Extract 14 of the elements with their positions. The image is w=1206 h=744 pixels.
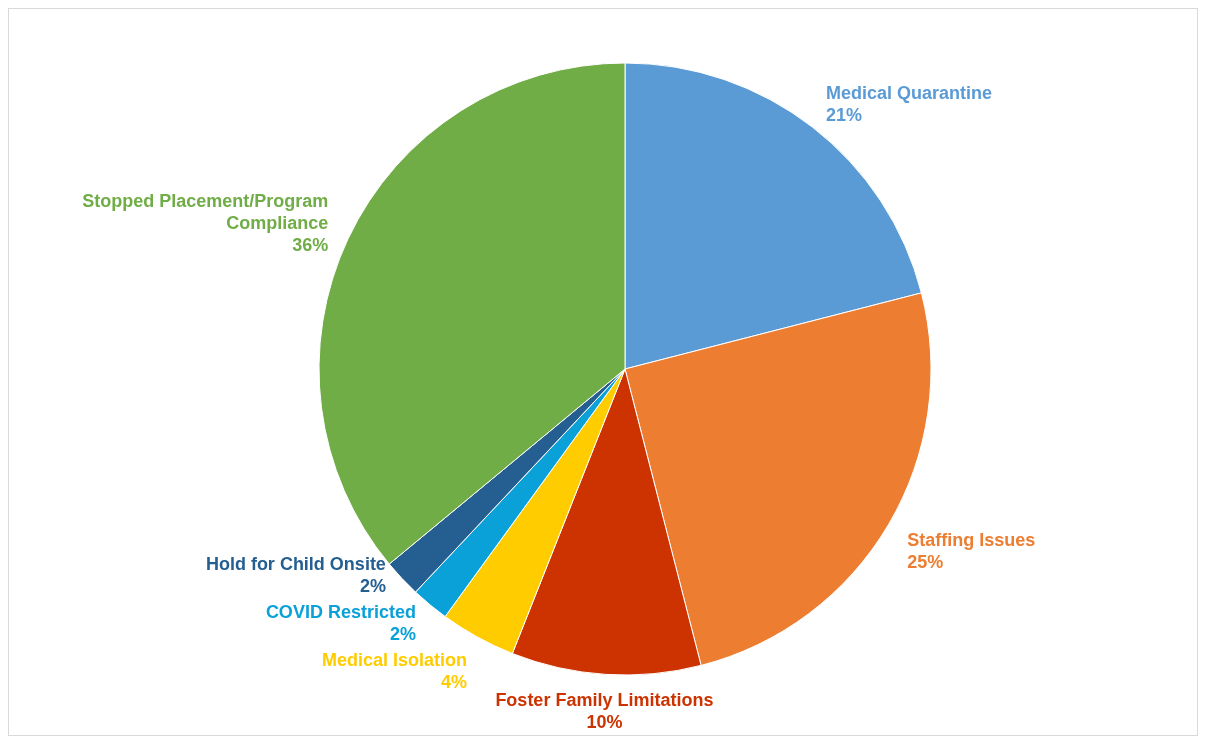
data-label: 2% — [389, 624, 416, 645]
slice-label: Stopped Placement/Program Compliance — [82, 191, 329, 234]
data-label: 10% — [586, 712, 623, 733]
data-label: 21% — [826, 104, 863, 125]
data-label: 4% — [440, 672, 467, 693]
data-label: 36% — [292, 235, 329, 256]
slice-label: Medical Isolation — [321, 650, 467, 671]
slice-label: Foster Family Limitations — [495, 690, 714, 711]
slice-label: COVID Restricted — [265, 602, 416, 623]
slice-label: Hold for Child Onsite — [205, 554, 386, 575]
slice-label: Medical Quarantine — [826, 82, 993, 103]
data-label: 25% — [907, 551, 944, 572]
slice-label: Staffing Issues — [907, 529, 1036, 550]
data-label: 2% — [359, 576, 386, 597]
